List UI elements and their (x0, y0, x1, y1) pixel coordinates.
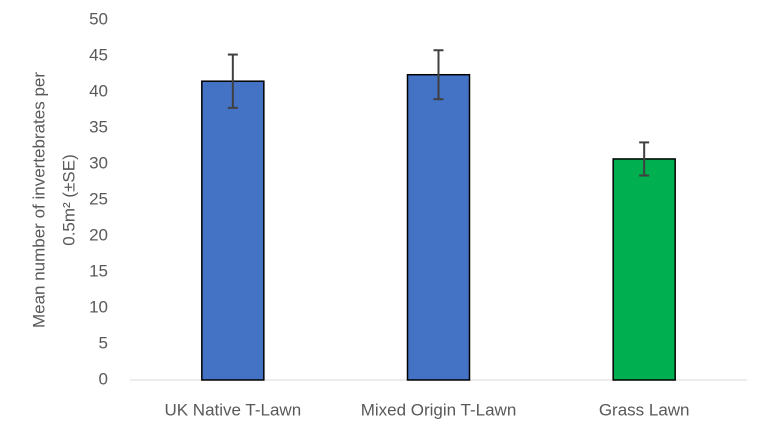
y-tick-label: 10 (89, 297, 108, 316)
y-tick-label: 0 (99, 369, 108, 388)
y-axis-label: 0.5m² (±SE) (59, 154, 78, 246)
y-tick-label: 5 (99, 333, 108, 352)
x-tick-label: Mixed Origin T-Lawn (361, 400, 517, 419)
y-tick-label: 40 (89, 81, 108, 100)
x-tick-label: UK Native T-Lawn (164, 400, 301, 419)
x-tick-label: Grass Lawn (599, 400, 690, 419)
y-tick-label: 50 (89, 9, 108, 28)
y-tick-label: 20 (89, 225, 108, 244)
bar (406, 73, 471, 381)
y-axis-label: Mean number of invertebrates per (29, 72, 48, 328)
y-tick-label: 35 (89, 117, 108, 136)
y-tick-label: 45 (89, 45, 108, 64)
bar (612, 158, 676, 381)
bar (201, 80, 265, 381)
y-tick-label: 25 (89, 189, 108, 208)
y-tick-label: 15 (89, 261, 108, 280)
y-tick-label: 30 (89, 153, 108, 172)
